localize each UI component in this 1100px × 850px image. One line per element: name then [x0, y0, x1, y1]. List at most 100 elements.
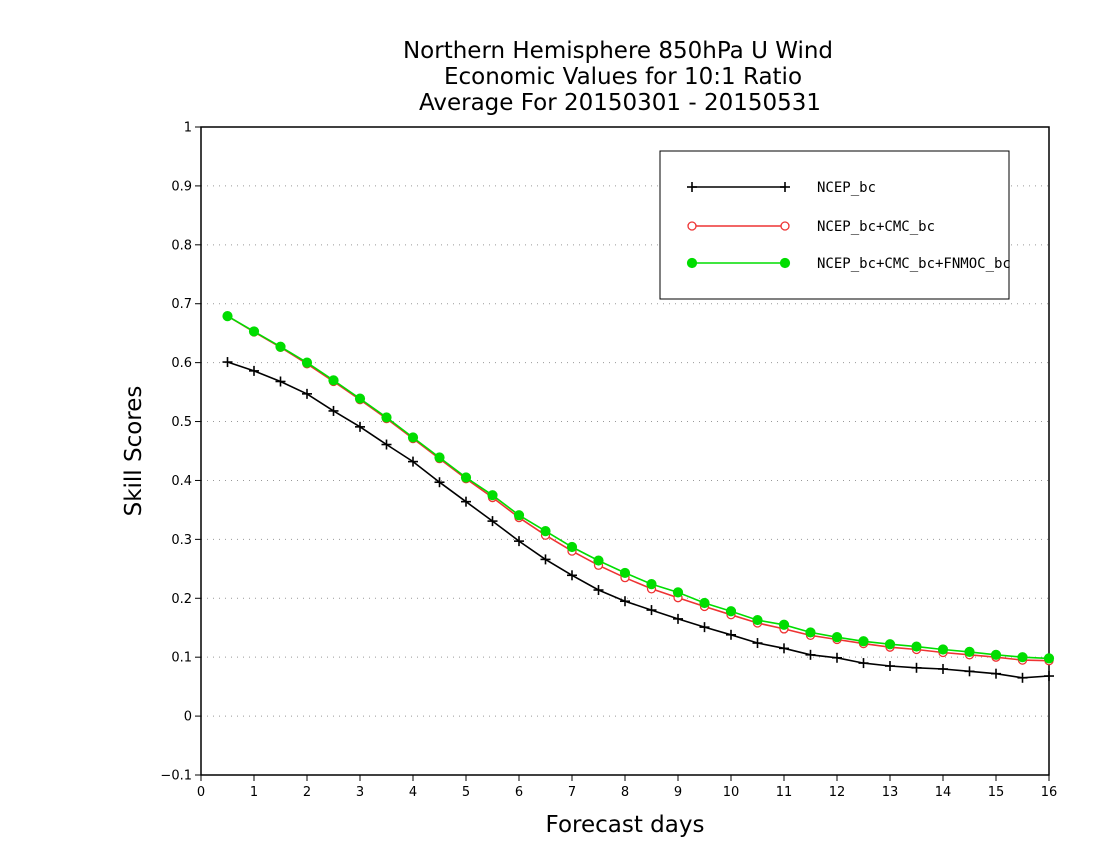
data-point — [540, 554, 551, 565]
data-point — [275, 341, 286, 352]
x-tick-label: 15 — [988, 785, 1005, 800]
data-point — [778, 619, 790, 630]
data-point — [832, 652, 842, 663]
data-point — [328, 405, 339, 416]
x-axis-label: Forecast days — [546, 812, 705, 838]
data-point — [566, 541, 578, 553]
legend-marker — [780, 221, 790, 231]
data-point — [460, 472, 472, 483]
series-line-0 — [227, 361, 1050, 679]
x-tick-label: 13 — [882, 785, 899, 800]
data-point — [354, 393, 366, 404]
data-point — [911, 662, 922, 673]
y-tick-label: 0.6 — [171, 356, 192, 371]
legend-marker — [780, 182, 790, 192]
y-tick-label: 0.9 — [171, 179, 192, 194]
data-point — [805, 649, 816, 660]
series-layer — [222, 310, 1055, 683]
x-tick-label: 0 — [197, 785, 205, 800]
data-point — [911, 641, 922, 652]
y-tick-label: 0.7 — [171, 297, 192, 312]
legend-label: NCEP_bc — [817, 180, 876, 196]
legend-marker — [687, 221, 697, 231]
data-point — [248, 326, 260, 337]
data-point — [487, 516, 498, 527]
data-point — [222, 357, 233, 368]
data-point — [567, 570, 577, 581]
data-point — [964, 666, 975, 677]
x-tick-label: 1 — [250, 785, 258, 800]
data-point — [249, 365, 259, 376]
x-tick-label: 8 — [621, 785, 629, 800]
legend-marker — [686, 257, 698, 269]
x-tick-label: 2 — [303, 785, 311, 800]
y-tick-label: 0.2 — [171, 592, 192, 607]
data-point — [673, 613, 683, 624]
data-point — [593, 555, 604, 566]
y-axis-label: Skill Scores — [121, 386, 147, 517]
data-point — [752, 638, 763, 649]
y-tick-label: 0 — [184, 710, 192, 725]
y-tick-label: 0.8 — [171, 238, 192, 253]
x-tick-label: 7 — [568, 785, 576, 800]
title-line-1: Northern Hemisphere 850hPa U Wind — [403, 38, 833, 64]
series-line-1 — [227, 315, 1050, 662]
data-point — [831, 632, 843, 643]
x-tick-label: 3 — [356, 785, 364, 800]
data-point — [434, 477, 445, 488]
data-point — [408, 456, 418, 467]
data-point — [699, 597, 710, 609]
legend-marker — [779, 257, 791, 269]
data-point — [540, 526, 551, 537]
data-point — [1043, 653, 1055, 664]
data-point — [699, 622, 710, 633]
series-line-2 — [227, 315, 1050, 660]
data-point — [487, 490, 498, 501]
legend: NCEP_bc NCEP_bc+CMC_bc NCEP_bc+CMC_bc+FNMO… — [659, 150, 1011, 300]
series-1 — [222, 311, 1054, 666]
y-tick-label: −0.1 — [160, 769, 192, 784]
legend-entry-1: NCEP_bc+CMC_bc — [687, 219, 935, 235]
data-point — [355, 421, 365, 432]
x-tick-label: 11 — [776, 785, 793, 800]
data-point — [964, 646, 975, 657]
data-point — [726, 629, 736, 640]
data-point — [646, 579, 657, 590]
data-point — [805, 627, 816, 638]
y-tick-label: 0.5 — [171, 415, 192, 430]
data-point — [725, 606, 737, 617]
title-line-2: Economic Values for 10:1 Ratio — [444, 64, 802, 90]
legend-marker — [687, 182, 697, 192]
data-point — [752, 614, 763, 626]
y-axis: −0.1 0 0.1 0.2 0.3 0.4 0.5 0.6 0.7 0.8 0.9 1 — [160, 121, 201, 784]
data-point — [513, 510, 525, 521]
data-point — [779, 643, 789, 654]
data-point — [514, 536, 524, 547]
data-point — [885, 661, 895, 672]
data-point — [1017, 652, 1028, 663]
data-point — [407, 432, 419, 443]
data-point — [884, 639, 896, 650]
x-tick-label: 10 — [723, 785, 740, 800]
data-point — [1017, 672, 1028, 683]
y-tick-label: 0.1 — [171, 651, 192, 666]
data-point — [620, 596, 630, 607]
data-point — [328, 375, 339, 386]
data-point — [593, 585, 604, 596]
x-tick-label: 5 — [462, 785, 470, 800]
legend-entry-0: NCEP_bc — [687, 180, 876, 196]
legend-box — [659, 150, 1010, 300]
title-line-3: Average For 20150301 - 20150531 — [419, 90, 821, 116]
x-tick-label: 9 — [674, 785, 682, 800]
data-point — [938, 663, 948, 674]
data-point — [381, 412, 392, 423]
legend-label: NCEP_bc+CMC_bc — [817, 219, 935, 235]
y-tick-label: 0.3 — [171, 533, 192, 548]
data-point — [858, 636, 869, 647]
data-point — [937, 644, 949, 655]
data-point — [672, 587, 684, 598]
x-axis: 0 1 2 3 4 5 6 7 8 9 10 11 12 13 14 15 16 — [197, 775, 1057, 800]
data-point — [275, 376, 286, 387]
series-0 — [222, 357, 1054, 683]
